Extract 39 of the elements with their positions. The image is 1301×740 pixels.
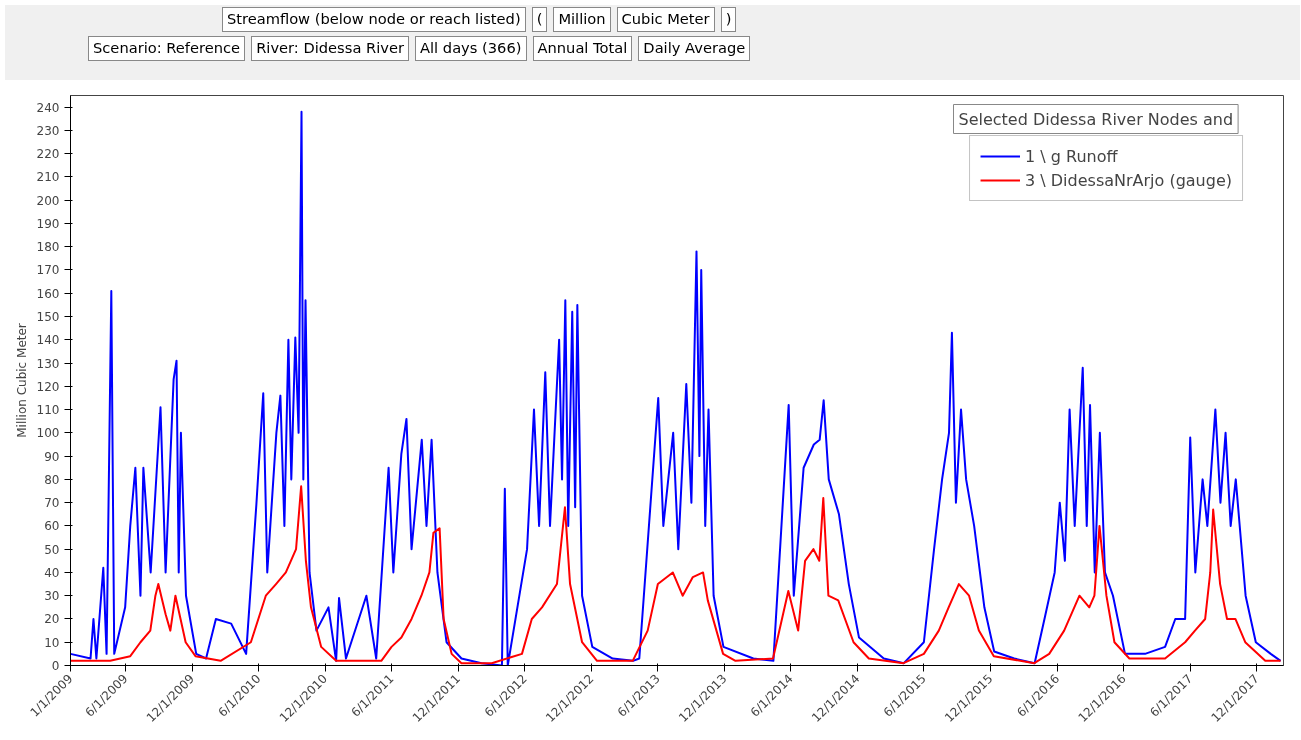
text: River: Didessa River — [251, 35, 409, 61]
text: ( — [531, 7, 548, 32]
y-tick-label: 130 — [36, 356, 60, 371]
y-tick-label: 110 — [36, 403, 60, 418]
legend-label: 1 \ g Runoff — [1025, 146, 1118, 166]
y-tick-label: 180 — [36, 240, 60, 255]
y-tick-label: 170 — [36, 263, 60, 278]
text: Million — [553, 7, 611, 32]
text: Cubic Meter — [616, 7, 715, 32]
y-tick-label: 0 — [51, 659, 60, 673]
y-tick-label: 160 — [36, 286, 60, 301]
annotation: Selected Didessa River Nodes and — [958, 109, 1234, 129]
y-tick-label: 70 — [44, 496, 60, 511]
text: Annual Total — [532, 35, 633, 61]
y-tick-label: 190 — [36, 216, 60, 231]
text: Daily Average — [638, 35, 751, 61]
y-tick-label: 80 — [44, 472, 60, 487]
text: Streamflow (below node or reach listed) — [221, 7, 526, 32]
y-tick-label: 20 — [44, 612, 60, 627]
y-tick-label: 100 — [36, 426, 60, 441]
y-tick-label: 50 — [44, 542, 60, 557]
y-tick-label: 220 — [36, 147, 60, 162]
y-axis-title: Million Cubic Meter — [14, 323, 29, 438]
legend-label: 3 \ DidessaNrArjo (gauge) — [1025, 170, 1232, 190]
text: Scenario: Reference — [88, 35, 246, 61]
y-tick-label: 40 — [44, 565, 60, 580]
y-tick-label: 120 — [36, 379, 60, 394]
y-tick-label: 30 — [44, 589, 60, 604]
y-tick-label: 210 — [36, 170, 60, 185]
y-tick-label: 140 — [36, 333, 60, 348]
text: All days (366) — [415, 35, 527, 61]
text: ) — [720, 7, 737, 32]
y-tick-label: 240 — [36, 100, 60, 115]
y-tick-label: 150 — [36, 310, 60, 325]
y-tick-label: 230 — [36, 123, 60, 138]
y-tick-label: 10 — [44, 635, 60, 650]
y-tick-label: 90 — [44, 449, 60, 464]
y-tick-label: 60 — [44, 519, 60, 534]
y-tick-label: 200 — [36, 193, 60, 208]
